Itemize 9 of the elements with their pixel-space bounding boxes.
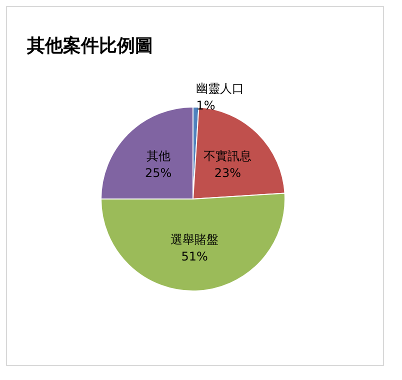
- slice-label: 其他: [146, 148, 170, 163]
- data-label: 1%: [196, 98, 216, 113]
- slice-label: 不實訊息: [204, 148, 252, 163]
- data-label: 51%: [181, 249, 208, 264]
- slice-label: 選舉賭盤: [170, 232, 219, 246]
- data-label: 23%: [214, 166, 241, 180]
- data-label: 25%: [145, 166, 172, 180]
- chart-title: 其他案件比例圖: [26, 36, 153, 56]
- slice-label: 幽靈人口: [196, 82, 244, 96]
